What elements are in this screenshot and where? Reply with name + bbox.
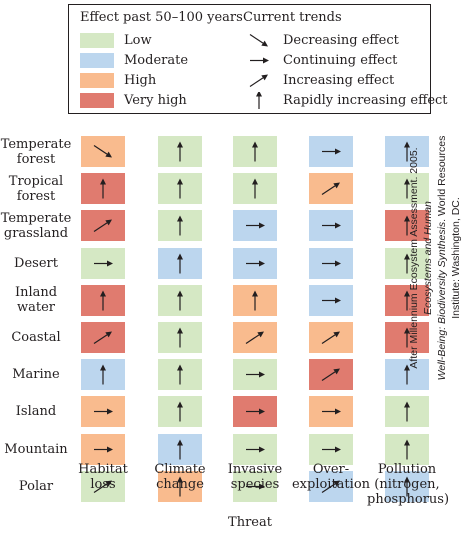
matrix-cell (158, 284, 202, 316)
matrix-cell (385, 247, 429, 279)
matrix-cell (385, 136, 429, 167)
matrix-cell (233, 247, 277, 279)
biome-label: Desert (14, 255, 58, 271)
matrix-cell (385, 210, 429, 242)
matrix-cell (158, 210, 202, 242)
matrix-cell (309, 247, 353, 279)
matrix-cell (385, 396, 429, 428)
matrix-cell (81, 322, 125, 353)
matrix-cell (385, 322, 429, 353)
legend-swatch-low (80, 33, 114, 48)
matrix-cell (385, 173, 429, 205)
arrow-up-icon (245, 90, 273, 111)
legend-trend-decreasing: Decreasing effect (245, 32, 399, 49)
matrix-cell (309, 284, 353, 316)
source-note-text: After Millennium Ecosystem Assessment. 2… (408, 147, 420, 369)
source-note: After Millennium Ecosystem Assessment. 2… (407, 118, 462, 398)
legend: Effect past 50–100 years Current trends … (68, 4, 448, 114)
matrix-cell (309, 433, 353, 465)
matrix-cell (385, 359, 429, 391)
matrix-cell (233, 322, 277, 353)
matrix-cell (81, 359, 125, 391)
legend-effect-moderate: Moderate (80, 52, 188, 69)
legend-trend-label: Decreasing effect (283, 33, 399, 48)
legend-trend-label: Increasing effect (283, 73, 395, 88)
matrix-cell (81, 433, 125, 465)
threat-label: Pollution (nitrogen, phosphorus) (367, 462, 450, 507)
legend-effect-label: Low (124, 33, 152, 48)
axis-title: Threat (228, 515, 272, 530)
arrow-down-right-icon (245, 32, 273, 49)
threat-label: Habitat loss (78, 462, 128, 492)
matrix-cell (233, 173, 277, 205)
biome-label: Mountain (4, 441, 68, 457)
source-note-title: Well-Being: Biodiversity Synthesis (436, 221, 448, 381)
biome-label: Polar (18, 478, 54, 494)
matrix-cell (158, 470, 202, 502)
matrix-cell (81, 284, 125, 316)
matrix-cell (81, 396, 125, 428)
matrix-cell (158, 322, 202, 353)
legend-trend-label: Continuing effect (283, 53, 398, 68)
biome-label: Coastal (11, 330, 61, 345)
legend-swatch-moderate (80, 53, 114, 68)
arrow-right-icon (245, 52, 273, 69)
legend-effect-very-high: Very high (80, 92, 187, 109)
matrix-cell (158, 359, 202, 391)
legend-swatch-high (80, 73, 114, 88)
matrix-cell (233, 210, 277, 242)
biome-label: Tropical forest (8, 173, 64, 204)
biome-label: Island (15, 404, 57, 420)
matrix-cell (309, 396, 353, 428)
matrix-cell (309, 470, 353, 502)
matrix-cell (233, 396, 277, 428)
threat-label: Climate change (154, 462, 206, 492)
legend-effect-high: High (80, 72, 156, 89)
matrix-cell (81, 173, 125, 205)
matrix-cell (81, 470, 125, 502)
matrix-cell (385, 433, 429, 465)
legend-trend-continuing: Continuing effect (245, 52, 397, 69)
matrix-cell (158, 433, 202, 465)
source-note-title: Ecosystems and Human (422, 201, 434, 315)
biome-label: Temperate grassland (0, 210, 72, 241)
arrow-up-right-icon (245, 72, 273, 89)
legend-trend-label: Rapidly increasing effect (283, 93, 448, 108)
legend-effect-label: High (124, 73, 157, 88)
matrix-cell (309, 136, 353, 167)
threat-label: Over- exploitation (291, 462, 371, 492)
biome-label: Temperate forest (0, 136, 72, 167)
matrix-cell (309, 322, 353, 353)
matrix-cell (309, 173, 353, 205)
matrix-cell (309, 359, 353, 391)
matrix-cell (385, 284, 429, 316)
legend-effect-label: Moderate (124, 53, 189, 68)
matrix-cell (158, 247, 202, 279)
biome-label: Inland water (14, 285, 58, 316)
legend-effect-title: Effect past 50–100 years (80, 10, 243, 25)
matrix-cell (81, 247, 125, 279)
matrix-cell (158, 396, 202, 428)
matrix-cell (385, 470, 429, 502)
matrix-cell (233, 284, 277, 316)
matrix-cell (158, 136, 202, 167)
legend-effect-label: Very high (124, 93, 187, 108)
matrix-cell (233, 433, 277, 465)
legend-swatch-very-high (80, 93, 114, 108)
matrix-cell (233, 136, 277, 167)
matrix-cell (233, 470, 277, 502)
legend-trend-increasing: Increasing effect (245, 72, 394, 89)
matrix-cell (81, 210, 125, 242)
matrix-cell (158, 173, 202, 205)
matrix-cell (81, 136, 125, 167)
legend-trend-rapid: Rapidly increasing effect (245, 90, 448, 111)
legend-effect-low: Low (80, 32, 152, 49)
legend-trends-title: Current trends (243, 10, 342, 25)
matrix-cell (233, 359, 277, 391)
threat-label: Invasive species (227, 462, 283, 492)
matrix-cell (309, 210, 353, 242)
biome-label: Marine (12, 367, 60, 383)
